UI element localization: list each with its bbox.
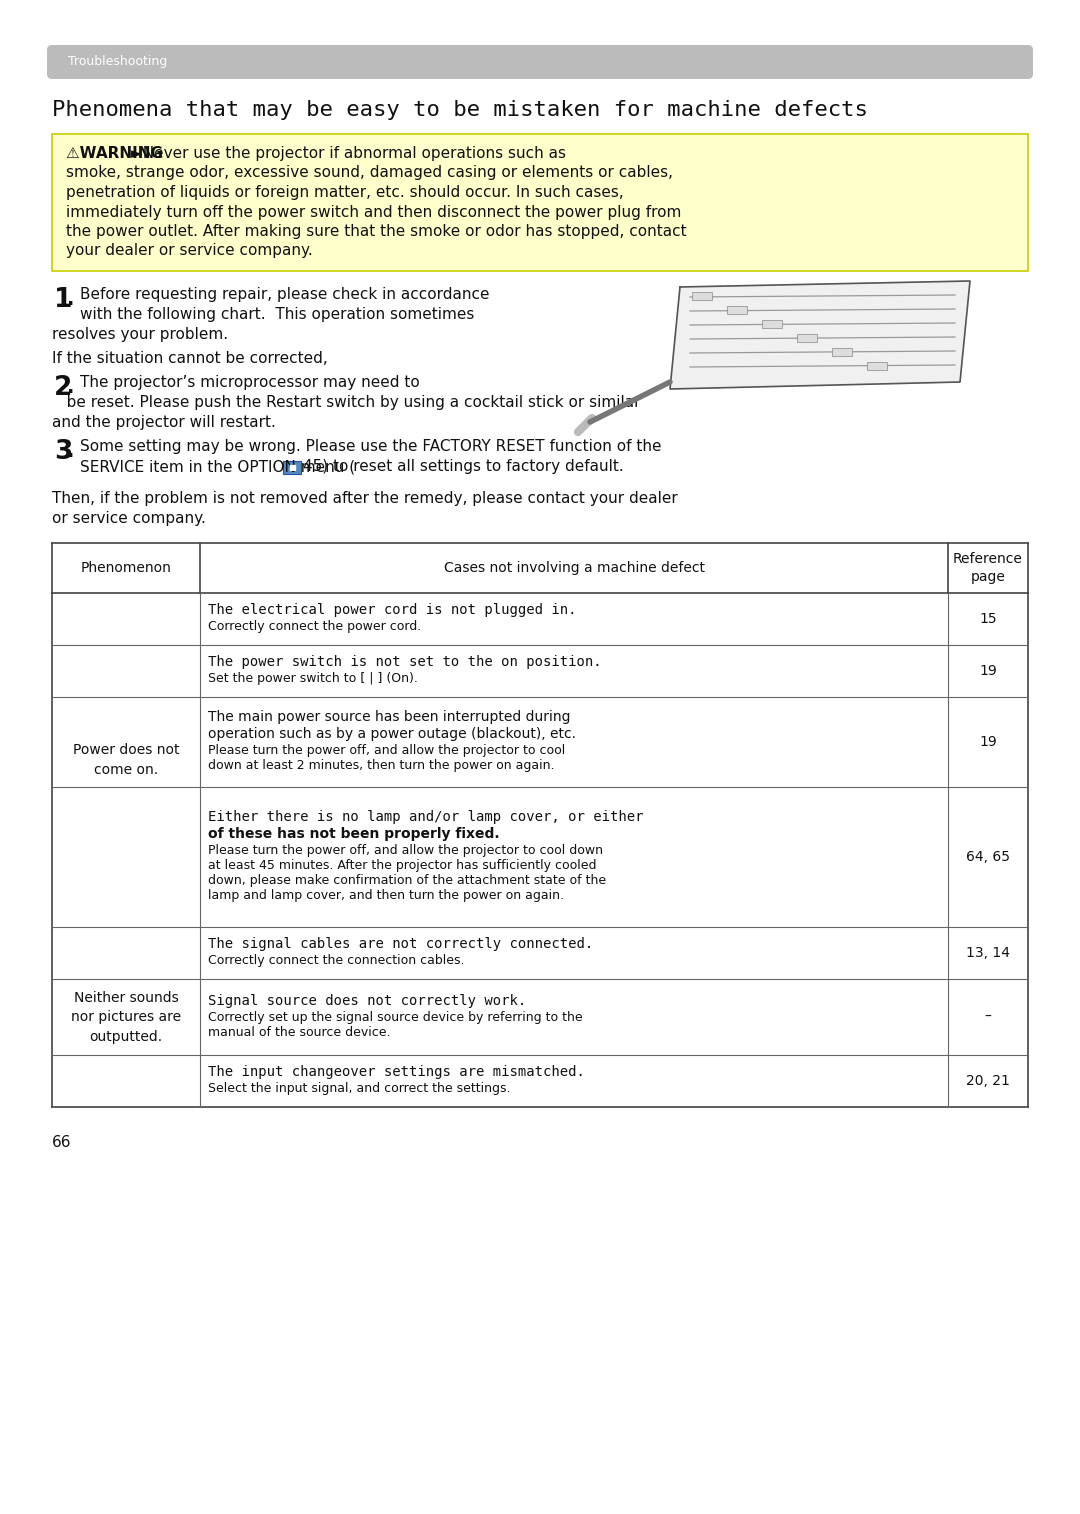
- Text: be reset. Please push the Restart switch by using a cocktail stick or similar: be reset. Please push the Restart switch…: [52, 395, 640, 410]
- Text: down at least 2 minutes, then turn the power on again.: down at least 2 minutes, then turn the p…: [208, 759, 554, 772]
- Text: .: .: [67, 291, 75, 309]
- Text: lamp and lamp cover, and then turn the power on again.: lamp and lamp cover, and then turn the p…: [208, 889, 564, 902]
- Text: or service company.: or service company.: [52, 512, 206, 525]
- Text: penetration of liquids or foreign matter, etc. should occur. In such cases,: penetration of liquids or foreign matter…: [66, 185, 624, 200]
- Text: Neither sounds
nor pictures are
outputted.: Neither sounds nor pictures are outputte…: [71, 990, 181, 1043]
- Text: Troubleshooting: Troubleshooting: [68, 56, 167, 68]
- Text: Set the power switch to [ | ] (On).: Set the power switch to [ | ] (On).: [208, 672, 418, 684]
- Text: Correctly connect the connection cables.: Correctly connect the connection cables.: [208, 954, 464, 967]
- Text: 3: 3: [54, 439, 72, 465]
- Text: Reference
page: Reference page: [953, 551, 1023, 584]
- Text: The main power source has been interrupted during: The main power source has been interrupt…: [208, 710, 570, 724]
- Text: and the projector will restart.: and the projector will restart.: [52, 415, 275, 430]
- Text: manual of the source device.: manual of the source device.: [208, 1025, 391, 1039]
- Text: The projector’s microprocessor may need to: The projector’s microprocessor may need …: [80, 375, 420, 391]
- Text: your dealer or service company.: your dealer or service company.: [66, 244, 313, 259]
- Text: .: .: [67, 378, 75, 397]
- Text: –: –: [985, 1010, 991, 1023]
- Text: resolves your problem.: resolves your problem.: [52, 327, 228, 342]
- Text: down, please make confirmation of the attachment state of the: down, please make confirmation of the at…: [208, 874, 606, 887]
- Text: 2: 2: [54, 375, 72, 401]
- Text: Please turn the power off, and allow the projector to cool: Please turn the power off, and allow the…: [208, 743, 565, 757]
- Text: The input changeover settings are mismatched.: The input changeover settings are mismat…: [208, 1064, 585, 1079]
- Bar: [727, 306, 747, 313]
- Text: operation such as by a power outage (blackout), etc.: operation such as by a power outage (bla…: [208, 727, 576, 740]
- Bar: [52, 135, 1028, 271]
- Text: 1: 1: [54, 288, 72, 313]
- Text: Then, if the problem is not removed after the remedy, please contact your dealer: Then, if the problem is not removed afte…: [52, 491, 678, 506]
- Text: Phenomenon: Phenomenon: [81, 562, 172, 575]
- Text: Signal source does not correctly work.: Signal source does not correctly work.: [208, 993, 526, 1007]
- Text: Some setting may be wrong. Please use the FACTORY RESET function of the: Some setting may be wrong. Please use th…: [80, 439, 661, 454]
- Text: 45) to reset all settings to factory default.: 45) to reset all settings to factory def…: [303, 459, 624, 474]
- Polygon shape: [670, 282, 970, 389]
- Text: 66: 66: [52, 1136, 71, 1151]
- Text: immediately turn off the power switch and then disconnect the power plug from: immediately turn off the power switch an…: [66, 204, 681, 220]
- Text: at least 45 minutes. After the projector has sufficiently cooled: at least 45 minutes. After the projector…: [208, 858, 596, 872]
- Text: with the following chart.  This operation sometimes: with the following chart. This operation…: [80, 307, 474, 322]
- Text: 15: 15: [980, 612, 997, 625]
- Text: 19: 19: [980, 734, 997, 749]
- Bar: [797, 335, 816, 342]
- Text: Power does not
come on.: Power does not come on.: [72, 743, 179, 777]
- Text: smoke, strange odor, excessive sound, damaged casing or elements or cables,: smoke, strange odor, excessive sound, da…: [66, 165, 673, 180]
- Text: ►Never use the projector if abnormal operations such as: ►Never use the projector if abnormal ope…: [131, 145, 566, 160]
- Text: The power switch is not set to the on position.: The power switch is not set to the on po…: [208, 656, 602, 669]
- Text: The signal cables are not correctly connected.: The signal cables are not correctly conn…: [208, 937, 593, 951]
- Bar: [832, 348, 852, 356]
- Text: 20, 21: 20, 21: [967, 1073, 1010, 1089]
- Text: of these has not been properly fixed.: of these has not been properly fixed.: [208, 827, 500, 840]
- Bar: [692, 292, 712, 300]
- Text: .: .: [67, 442, 75, 460]
- Text: Phenomena that may be easy to be mistaken for machine defects: Phenomena that may be easy to be mistake…: [52, 100, 868, 120]
- Text: The electrical power cord is not plugged in.: The electrical power cord is not plugged…: [208, 603, 577, 618]
- Text: Either there is no lamp and/or lamp cover, or either: Either there is no lamp and/or lamp cove…: [208, 810, 644, 824]
- Text: ■: ■: [288, 463, 296, 472]
- Text: Correctly connect the power cord.: Correctly connect the power cord.: [208, 621, 421, 633]
- Text: SERVICE item in the OPTION menu (: SERVICE item in the OPTION menu (: [80, 459, 355, 474]
- Text: If the situation cannot be corrected,: If the situation cannot be corrected,: [52, 351, 327, 366]
- Text: 64, 65: 64, 65: [966, 849, 1010, 864]
- Bar: [762, 319, 782, 329]
- Text: ⚠WARNING: ⚠WARNING: [66, 145, 168, 160]
- Text: 13, 14: 13, 14: [966, 946, 1010, 960]
- Text: Please turn the power off, and allow the projector to cool down: Please turn the power off, and allow the…: [208, 843, 603, 857]
- FancyBboxPatch shape: [48, 45, 1032, 79]
- Bar: [867, 362, 887, 369]
- Text: Cases not involving a machine defect: Cases not involving a machine defect: [444, 562, 704, 575]
- Bar: [283, 460, 301, 474]
- Text: Before requesting repair, please check in accordance: Before requesting repair, please check i…: [80, 288, 489, 301]
- Text: Correctly set up the signal source device by referring to the: Correctly set up the signal source devic…: [208, 1010, 582, 1023]
- Text: the power outlet. After making sure that the smoke or odor has stopped, contact: the power outlet. After making sure that…: [66, 224, 687, 239]
- Text: 19: 19: [980, 665, 997, 678]
- Text: Select the input signal, and correct the settings.: Select the input signal, and correct the…: [208, 1083, 511, 1095]
